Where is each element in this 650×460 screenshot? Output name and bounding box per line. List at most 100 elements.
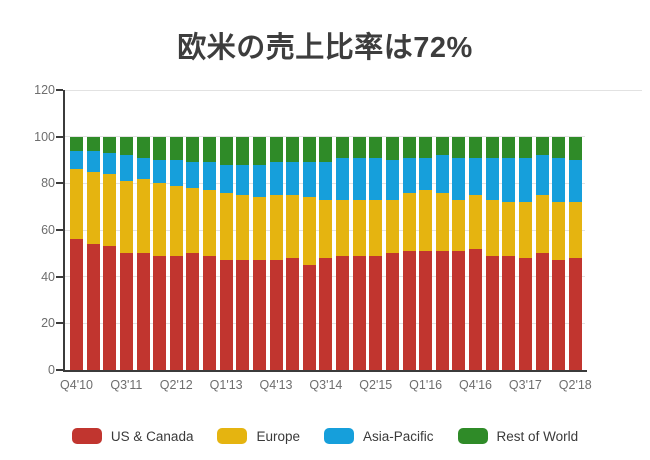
bar-segment-europe[interactable] — [568, 202, 582, 258]
bar-segment-rest-of-world[interactable] — [119, 136, 133, 156]
bar-segment-rest-of-world[interactable] — [369, 136, 383, 158]
bar-segment-europe[interactable] — [203, 190, 216, 256]
bar-segment-us-canada[interactable] — [86, 244, 100, 370]
bar-segment-europe[interactable] — [70, 169, 83, 240]
bar-segment-us-canada[interactable] — [552, 260, 566, 370]
bar-segment-rest-of-world[interactable] — [452, 136, 466, 158]
bar-segment-asia-pacific[interactable] — [70, 150, 83, 170]
bar-segment-rest-of-world[interactable] — [136, 136, 150, 158]
bar-segment-europe[interactable] — [252, 197, 266, 261]
bar-segment-europe[interactable] — [485, 199, 499, 256]
bar-segment-asia-pacific[interactable] — [568, 160, 582, 202]
bar-segment-europe[interactable] — [169, 185, 183, 256]
bar-segment-europe[interactable] — [369, 199, 383, 256]
bar-segment-asia-pacific[interactable] — [269, 162, 283, 196]
bar-segment-europe[interactable] — [119, 181, 133, 254]
bar-segment-asia-pacific[interactable] — [469, 157, 482, 196]
bar-segment-rest-of-world[interactable] — [352, 136, 366, 158]
bar-segment-europe[interactable] — [352, 199, 366, 256]
bar-segment-rest-of-world[interactable] — [286, 136, 300, 163]
bar-segment-us-canada[interactable] — [136, 253, 150, 370]
bar-segment-asia-pacific[interactable] — [219, 164, 233, 193]
bar-segment-asia-pacific[interactable] — [485, 157, 499, 200]
bar-segment-rest-of-world[interactable] — [485, 136, 499, 158]
bar-segment-rest-of-world[interactable] — [103, 136, 117, 154]
bar-segment-europe[interactable] — [286, 195, 300, 258]
bar-segment-us-canada[interactable] — [469, 248, 482, 370]
bar-segment-us-canada[interactable] — [402, 251, 416, 370]
bar-segment-rest-of-world[interactable] — [302, 136, 316, 163]
bar-segment-asia-pacific[interactable] — [319, 162, 333, 200]
bar-segment-asia-pacific[interactable] — [435, 155, 449, 193]
bar-segment-asia-pacific[interactable] — [419, 157, 433, 191]
bar-segment-us-canada[interactable] — [269, 260, 283, 370]
bar-segment-rest-of-world[interactable] — [86, 136, 100, 151]
bar-segment-asia-pacific[interactable] — [286, 162, 300, 195]
bar-segment-rest-of-world[interactable] — [385, 136, 399, 161]
bar-segment-europe[interactable] — [518, 202, 532, 258]
legend-item-us-canada[interactable]: US & Canada — [71, 428, 193, 444]
bar-segment-rest-of-world[interactable] — [502, 136, 516, 158]
bar-segment-us-canada[interactable] — [70, 239, 83, 370]
bar-segment-rest-of-world[interactable] — [518, 136, 532, 158]
bar-segment-us-canada[interactable] — [336, 255, 349, 370]
bar-segment-us-canada[interactable] — [435, 251, 449, 370]
bar-segment-europe[interactable] — [535, 195, 549, 254]
bar-segment-europe[interactable] — [219, 192, 233, 261]
bar-segment-rest-of-world[interactable] — [319, 136, 333, 163]
bar-segment-europe[interactable] — [236, 195, 250, 261]
bar-segment-us-canada[interactable] — [186, 253, 200, 370]
bar-segment-asia-pacific[interactable] — [302, 162, 316, 198]
bar-segment-europe[interactable] — [469, 195, 482, 249]
bar-segment-rest-of-world[interactable] — [402, 136, 416, 158]
bar-segment-europe[interactable] — [302, 197, 316, 265]
bar-segment-asia-pacific[interactable] — [535, 155, 549, 196]
bar-segment-rest-of-world[interactable] — [236, 136, 250, 165]
bar-segment-rest-of-world[interactable] — [70, 136, 83, 151]
bar-segment-europe[interactable] — [552, 202, 566, 261]
bar-segment-rest-of-world[interactable] — [419, 136, 433, 158]
bar-segment-asia-pacific[interactable] — [103, 153, 117, 175]
bar-segment-asia-pacific[interactable] — [336, 157, 349, 200]
bar-segment-asia-pacific[interactable] — [203, 162, 216, 191]
bar-segment-asia-pacific[interactable] — [502, 157, 516, 203]
bar-segment-us-canada[interactable] — [169, 255, 183, 370]
bar-segment-rest-of-world[interactable] — [153, 136, 167, 161]
bar-segment-us-canada[interactable] — [535, 253, 549, 370]
bar-segment-europe[interactable] — [336, 199, 349, 256]
bar-segment-europe[interactable] — [502, 202, 516, 256]
bar-segment-us-canada[interactable] — [502, 255, 516, 370]
bar-segment-europe[interactable] — [269, 195, 283, 261]
bar-segment-us-canada[interactable] — [568, 258, 582, 370]
legend-item-europe[interactable]: Europe — [217, 428, 300, 444]
bar-segment-asia-pacific[interactable] — [136, 157, 150, 179]
bar-segment-us-canada[interactable] — [385, 253, 399, 370]
bar-segment-rest-of-world[interactable] — [535, 136, 549, 156]
bar-segment-europe[interactable] — [86, 171, 100, 244]
bar-segment-rest-of-world[interactable] — [336, 136, 349, 158]
bar-segment-europe[interactable] — [103, 174, 117, 247]
bar-segment-asia-pacific[interactable] — [385, 160, 399, 200]
bar-segment-us-canada[interactable] — [369, 255, 383, 370]
bar-segment-rest-of-world[interactable] — [219, 136, 233, 165]
legend-item-asia-pacific[interactable]: Asia-Pacific — [324, 428, 434, 444]
bar-segment-rest-of-world[interactable] — [169, 136, 183, 161]
bar-segment-asia-pacific[interactable] — [252, 164, 266, 198]
bar-segment-us-canada[interactable] — [419, 251, 433, 370]
bar-segment-rest-of-world[interactable] — [269, 136, 283, 163]
bar-segment-asia-pacific[interactable] — [369, 157, 383, 200]
bar-segment-us-canada[interactable] — [302, 265, 316, 370]
legend-item-rest-of-world[interactable]: Rest of World — [457, 428, 578, 444]
bar-segment-us-canada[interactable] — [485, 255, 499, 370]
bar-segment-europe[interactable] — [186, 188, 200, 254]
bar-segment-us-canada[interactable] — [153, 255, 167, 370]
bar-segment-europe[interactable] — [452, 199, 466, 251]
bar-segment-us-canada[interactable] — [319, 258, 333, 370]
bar-segment-europe[interactable] — [136, 178, 150, 254]
bar-segment-us-canada[interactable] — [203, 255, 216, 370]
bar-segment-asia-pacific[interactable] — [153, 160, 167, 184]
bar-segment-rest-of-world[interactable] — [568, 136, 582, 160]
bar-segment-us-canada[interactable] — [452, 251, 466, 370]
bar-segment-asia-pacific[interactable] — [236, 164, 250, 196]
bar-segment-rest-of-world[interactable] — [552, 136, 566, 158]
